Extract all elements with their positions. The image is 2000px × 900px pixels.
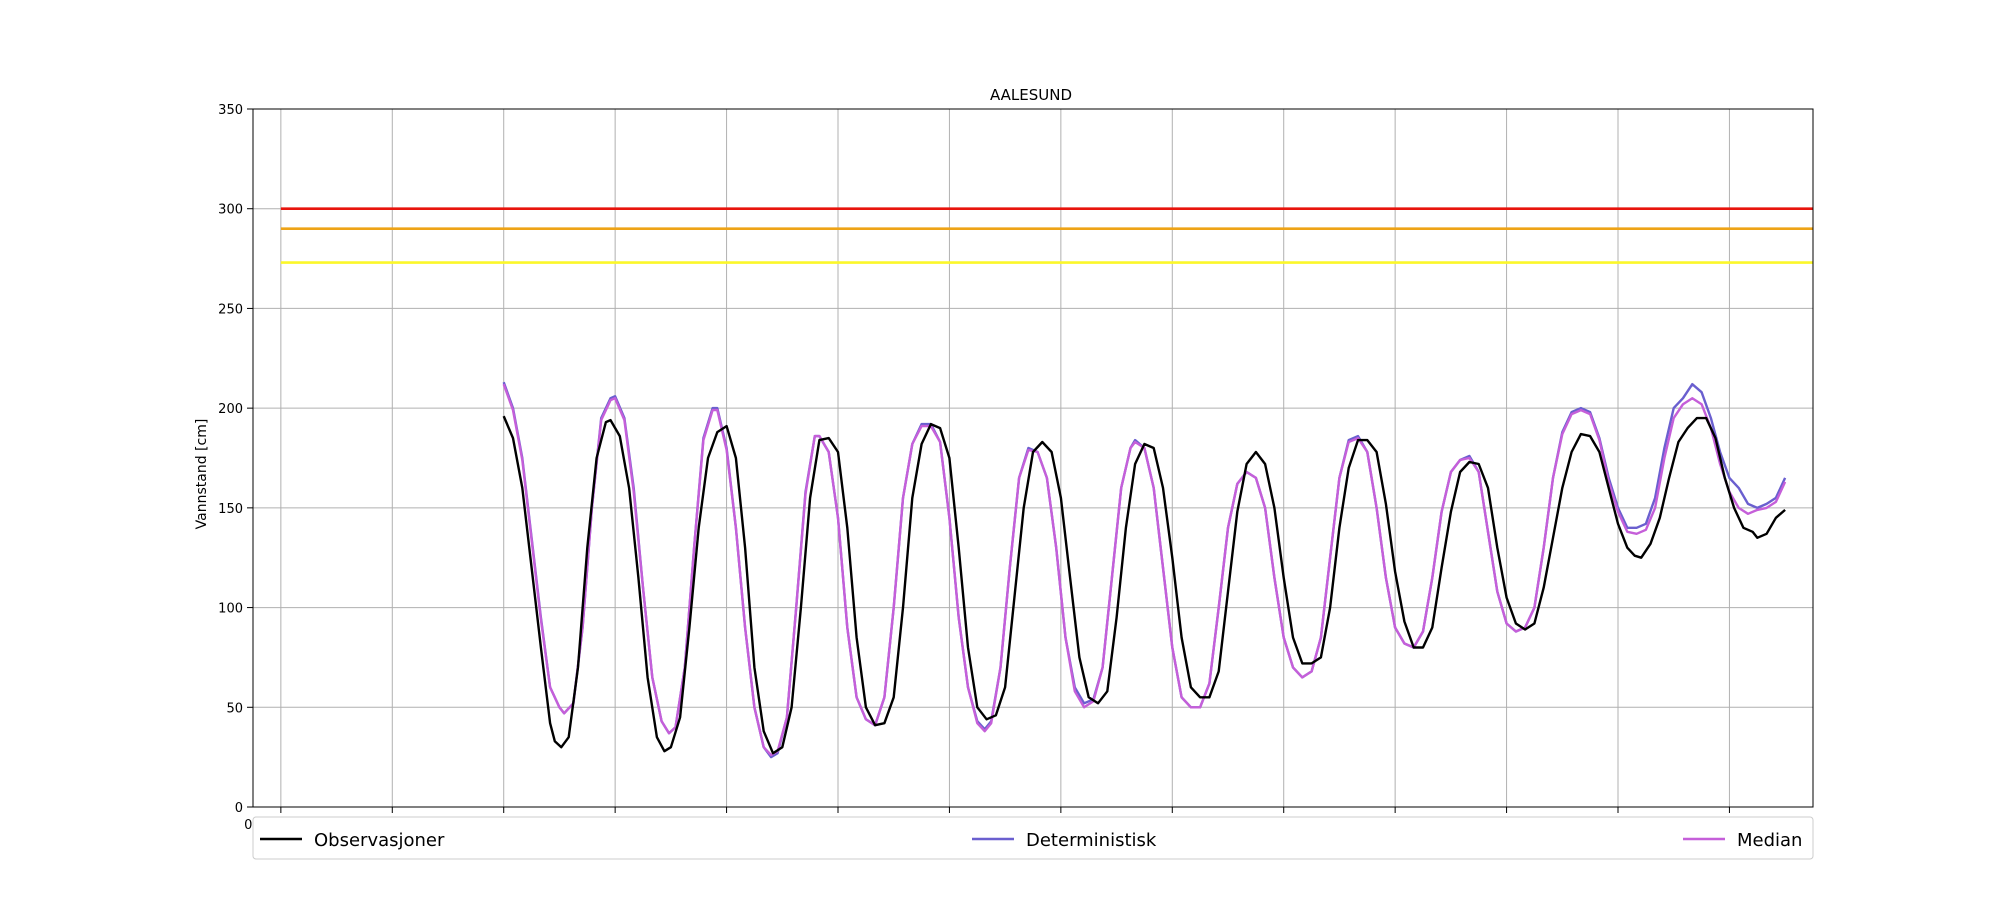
legend-box — [252, 816, 1814, 860]
y-tick-label: 250 — [218, 302, 243, 317]
plot-frame — [252, 108, 1814, 808]
y-axis-label: Vannstand [cm] — [194, 419, 210, 530]
y-tick-label: 150 — [218, 502, 243, 517]
y-tick-label: 200 — [218, 402, 243, 417]
axes: 05010015020025030035004/03 kl 1205/03 kl… — [218, 103, 1814, 833]
y-tick-label: 350 — [218, 103, 243, 118]
series-line-median — [502, 383, 1787, 757]
y-tick-label: 300 — [218, 203, 243, 218]
legend: Observasjoner Deterministisk Median — [252, 816, 1814, 860]
y-tick-label: 100 — [218, 602, 243, 617]
threshold-lines — [280, 207, 1813, 264]
chart-title: AALESUND — [990, 86, 1072, 104]
legend-label-deterministisk: Deterministisk — [1026, 830, 1157, 851]
series-line-observasjoner — [502, 415, 1786, 755]
legend-label-median: Median — [1737, 830, 1802, 851]
legend-label-observasjoner: Observasjoner — [314, 830, 445, 851]
y-tick-label: 0 — [235, 801, 243, 816]
y-tick-label: 50 — [226, 701, 243, 716]
series-lines — [502, 381, 1787, 759]
